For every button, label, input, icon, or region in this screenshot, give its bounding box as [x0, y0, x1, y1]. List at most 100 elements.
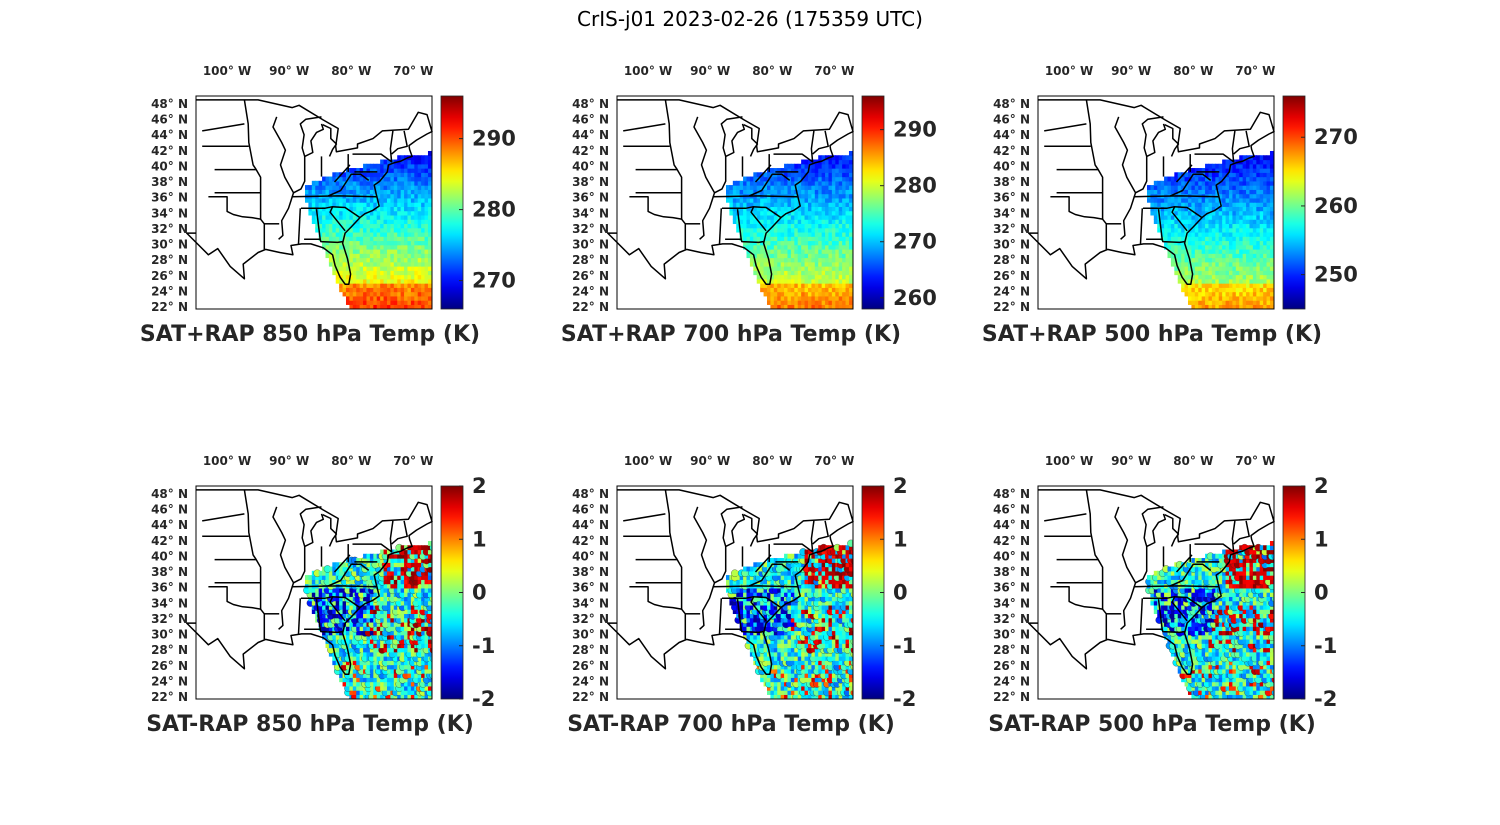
data-cell — [811, 261, 816, 267]
data-cell — [427, 180, 432, 186]
data-cell — [383, 570, 388, 576]
data-cell — [797, 261, 802, 267]
data-cell — [417, 253, 422, 259]
data-cell — [753, 253, 758, 259]
data-cell — [427, 274, 432, 280]
data-cell — [345, 185, 350, 190]
data-cell — [760, 261, 765, 267]
data-cell — [1170, 253, 1175, 259]
data-cell — [818, 278, 823, 284]
data-cell — [797, 168, 802, 173]
data-cell — [1222, 168, 1227, 173]
data-cell — [1191, 248, 1196, 254]
boundary-line — [299, 116, 325, 158]
data-cell — [400, 283, 405, 288]
data-cell — [345, 600, 350, 606]
data-cell — [1177, 210, 1182, 216]
data-cell — [770, 244, 775, 250]
data-cell — [400, 176, 405, 182]
boundary-line — [291, 195, 377, 198]
data-cell — [1235, 223, 1240, 229]
data-cell — [856, 206, 860, 211]
data-cell — [435, 155, 439, 160]
data-cell — [773, 236, 778, 242]
data-cell — [821, 159, 826, 165]
data-cell — [835, 172, 840, 178]
data-cell — [390, 592, 395, 597]
data-cell — [356, 283, 361, 288]
data-cell — [828, 257, 833, 263]
data-cell — [407, 219, 412, 225]
data-cell — [404, 210, 409, 216]
data-cell — [407, 583, 412, 589]
data-cell — [322, 634, 327, 640]
data-cell — [380, 219, 385, 225]
data-cell — [427, 575, 432, 580]
data-cell — [417, 583, 422, 589]
data-cell — [318, 570, 323, 576]
data-cell — [366, 180, 371, 186]
data-cell — [1235, 244, 1240, 250]
data-cell — [777, 223, 782, 229]
data-cell — [1277, 253, 1281, 258]
data-cell — [349, 566, 354, 572]
data-cell — [356, 253, 361, 259]
lat-label: 36° N — [993, 191, 1030, 205]
data-cell — [1146, 189, 1152, 195]
data-cell — [1215, 202, 1220, 207]
data-cell — [315, 202, 320, 207]
data-cell — [838, 214, 843, 220]
data-cell — [393, 647, 398, 653]
data-cell — [842, 231, 847, 237]
data-cell — [1211, 163, 1216, 169]
data-cell — [784, 219, 789, 225]
data-cell — [328, 180, 333, 186]
data-cell — [393, 583, 398, 589]
data-cell — [390, 244, 395, 250]
data-cell — [1191, 210, 1196, 216]
data-cell — [1194, 257, 1199, 263]
data-cell — [845, 227, 850, 233]
data-cell — [814, 219, 819, 225]
data-cell — [332, 206, 337, 212]
data-cell — [386, 609, 391, 615]
data-cell — [777, 248, 782, 254]
data-cell — [1198, 219, 1203, 225]
data-cell — [811, 206, 816, 212]
data-cell — [407, 600, 412, 606]
data-cell — [811, 172, 816, 178]
data-cell — [770, 300, 775, 305]
data-cell — [356, 660, 361, 666]
data-cell — [427, 214, 432, 220]
data-cell — [414, 266, 419, 271]
data-cell — [1211, 202, 1216, 207]
data-cell — [383, 261, 388, 267]
data-cell — [349, 295, 354, 301]
data-cell — [380, 694, 385, 699]
data-cell — [1215, 223, 1220, 229]
data-cell — [814, 231, 819, 237]
data-cell — [373, 651, 378, 657]
data-cell — [835, 274, 840, 280]
data-cell — [1256, 159, 1261, 165]
data-cell — [1164, 197, 1169, 203]
data-cell — [749, 253, 754, 259]
data-cell — [390, 240, 395, 246]
data-cell — [435, 292, 439, 297]
data-cell — [1259, 227, 1264, 233]
data-cell — [1228, 236, 1233, 242]
data-cell — [814, 270, 819, 276]
data-cell — [363, 253, 368, 259]
data-cell — [1228, 210, 1233, 216]
data-cell — [356, 681, 361, 687]
data-cell — [1194, 304, 1199, 309]
data-cell — [414, 193, 419, 199]
data-cell — [366, 558, 371, 563]
data-cell — [421, 227, 426, 233]
data-cell — [1225, 257, 1230, 263]
data-cell — [359, 253, 364, 259]
data-cell — [376, 291, 381, 297]
data-cell — [339, 596, 344, 602]
data-cell — [1249, 253, 1254, 259]
data-cell — [421, 155, 426, 161]
